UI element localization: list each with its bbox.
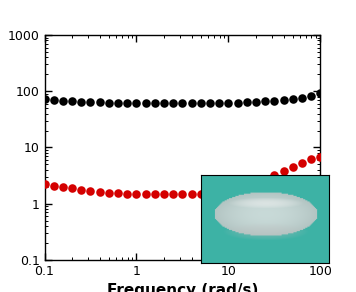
Point [152, 100, 158, 105]
Point [262, 177, 268, 182]
Point [161, 192, 167, 196]
Point [143, 192, 148, 196]
Point [272, 98, 277, 103]
Point [60, 98, 66, 103]
Point [42, 182, 47, 187]
Point [143, 100, 148, 105]
Point [207, 100, 213, 105]
Point [106, 100, 112, 105]
Point [106, 191, 112, 195]
Point [69, 99, 75, 104]
Point [134, 192, 139, 196]
Point [216, 100, 222, 105]
Point [308, 93, 314, 98]
Point [69, 186, 75, 190]
Point [226, 190, 231, 194]
Point [262, 99, 268, 104]
Point [244, 185, 250, 189]
Point [171, 192, 176, 196]
Point [318, 91, 323, 95]
Point [78, 188, 84, 192]
Point [51, 183, 57, 188]
Point [290, 165, 295, 169]
Point [253, 181, 259, 186]
Point [281, 98, 287, 102]
Point [198, 192, 204, 196]
Point [134, 100, 139, 105]
Point [281, 169, 287, 173]
Point [124, 100, 130, 105]
Point [216, 191, 222, 195]
Point [60, 185, 66, 189]
Point [226, 100, 231, 105]
Point [97, 190, 103, 194]
Point [179, 100, 185, 105]
Point [115, 100, 121, 105]
Point [235, 188, 241, 192]
Point [115, 191, 121, 196]
Point [299, 160, 305, 165]
Point [318, 154, 323, 159]
X-axis label: Frequency (rad/s): Frequency (rad/s) [107, 283, 258, 292]
Point [88, 100, 93, 105]
Point [235, 100, 241, 105]
Y-axis label: G’,G’’ (Pa): G’,G’’ (Pa) [0, 107, 2, 188]
Point [51, 98, 57, 102]
Point [88, 189, 93, 194]
Point [189, 192, 194, 196]
Point [124, 192, 130, 196]
Point [299, 95, 305, 100]
Point [78, 100, 84, 104]
Point [189, 100, 194, 105]
Point [207, 192, 213, 196]
Point [308, 157, 314, 161]
Point [244, 100, 250, 105]
Point [179, 192, 185, 196]
Point [42, 97, 47, 102]
Point [152, 192, 158, 196]
Point [97, 100, 103, 105]
Point [253, 100, 259, 104]
Point [198, 100, 204, 105]
Point [161, 100, 167, 105]
Point [290, 97, 295, 101]
Point [272, 173, 277, 178]
Point [171, 100, 176, 105]
